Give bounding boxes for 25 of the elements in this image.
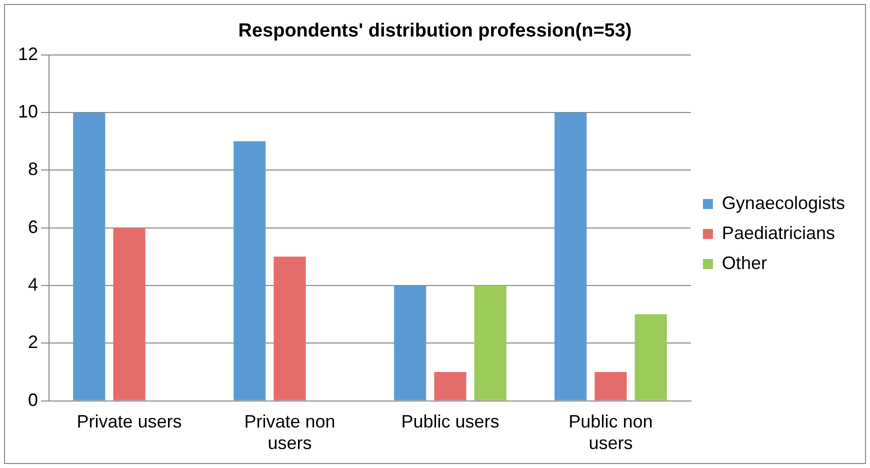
bar — [73, 112, 106, 400]
bar — [434, 372, 466, 400]
y-tick-label: 6 — [28, 216, 38, 237]
y-tick-label: 8 — [28, 159, 38, 180]
bar — [594, 372, 627, 400]
legend-label: Paediatricians — [722, 222, 835, 243]
y-tick-label: 10 — [18, 101, 38, 122]
bar — [113, 228, 146, 400]
y-tick-label: 12 — [18, 44, 38, 64]
chart-title: Respondents' distribution profession(n=53) — [238, 20, 632, 42]
bar — [474, 285, 506, 400]
y-tick-label: 2 — [28, 332, 38, 352]
legend-label: Gynaecologists — [722, 192, 846, 213]
bar — [394, 285, 426, 400]
y-tick-label: 4 — [28, 274, 38, 294]
y-tick-label: 0 — [28, 390, 38, 410]
x-tick-label: Public users — [401, 412, 500, 432]
bar — [634, 314, 667, 400]
bar — [234, 141, 266, 400]
x-tick-label: Private non users — [244, 412, 336, 454]
bar — [554, 112, 587, 400]
legend-label: Other — [722, 252, 767, 273]
x-tick-label: Private users — [76, 412, 182, 432]
bar — [274, 256, 306, 400]
x-tick-label: Public non users — [568, 412, 653, 454]
